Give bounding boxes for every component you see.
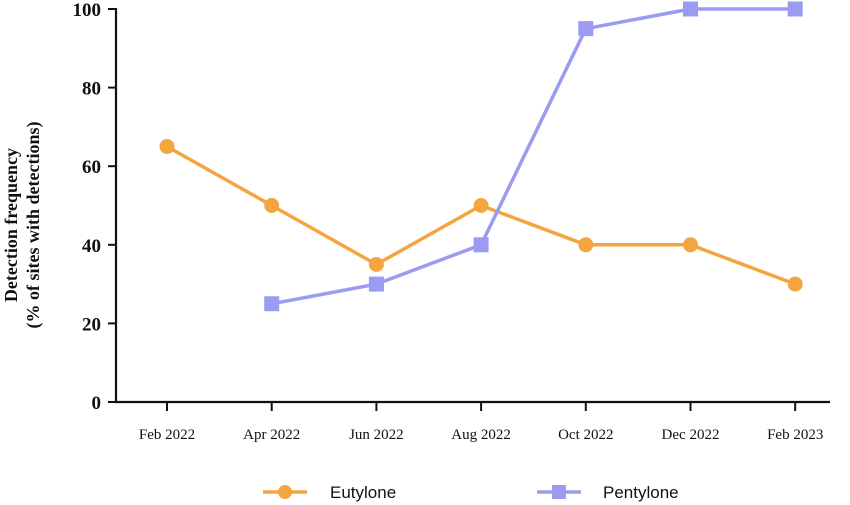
y-axis-title-line-2: (% of sites with detections): [23, 122, 44, 329]
data-point-pentylone: [264, 296, 280, 312]
x-tick-label: Feb 2022: [139, 427, 195, 443]
legend-label-pentylone: Pentylone: [603, 483, 679, 502]
legend: Eutylone Pentylone: [263, 483, 679, 502]
series-line-pentylone: [271, 7, 796, 306]
x-tick-label: Oct 2022: [558, 427, 613, 443]
y-tick-label: 80: [82, 79, 101, 100]
legend-marker-pentylone: [552, 485, 566, 499]
y-axis-title: Detection frequency (% of sites with det…: [1, 122, 44, 329]
data-point-pentylone: [578, 21, 594, 37]
data-point-eutylone: [368, 256, 384, 272]
y-ticks: 0 20 40 60 80 100: [73, 0, 116, 414]
x-ticks: Feb 2022 Apr 2022 Jun 2022 Aug 2022 Oct 2022…: [139, 402, 823, 443]
y-tick-label: 100: [73, 0, 102, 21]
y-tick-label: 40: [82, 236, 101, 257]
legend-label-eutylone: Eutylone: [330, 483, 396, 502]
data-point-eutylone: [473, 198, 489, 213]
series-line-eutylone: [166, 144, 796, 286]
x-tick-label: Jun 2022: [349, 427, 404, 443]
data-point-eutylone: [578, 237, 594, 253]
x-tick-label: Dec 2022: [662, 427, 720, 443]
series-layer: [159, 1, 803, 312]
x-tick-label: Apr 2022: [243, 427, 300, 443]
data-point-pentylone: [787, 1, 803, 17]
y-tick-label: 20: [82, 314, 101, 335]
x-tick-label: Feb 2023: [767, 427, 823, 443]
y-tick-label: 60: [82, 157, 101, 178]
data-point-eutylone: [159, 139, 175, 155]
data-point-eutylone: [683, 237, 698, 253]
axes: [114, 8, 830, 404]
data-point-pentylone: [368, 276, 384, 292]
y-axis-title-line-1: Detection frequency: [1, 148, 21, 302]
legend-marker-eutylone: [278, 485, 292, 499]
data-point-eutylone: [264, 198, 280, 213]
x-tick-label: Aug 2022: [451, 427, 511, 443]
data-point-pentylone: [683, 1, 698, 17]
data-point-eutylone: [787, 276, 803, 292]
y-tick-label: 0: [92, 393, 102, 414]
data-point-pentylone: [473, 237, 489, 253]
legend-item-eutylone: Eutylone: [263, 483, 396, 502]
legend-item-pentylone: Pentylone: [537, 483, 679, 502]
